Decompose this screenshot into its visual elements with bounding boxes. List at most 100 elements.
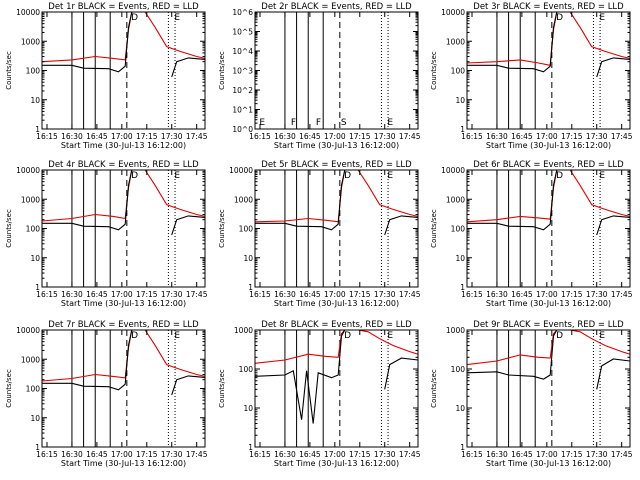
lld-series-1 [467, 330, 630, 366]
x-tick-label: 16:30 [61, 450, 83, 459]
detector-panel-3: Det 3r BLACK = Events, RED = LLD Counts/s… [430, 2, 633, 150]
x-tick-label: 16:45 [86, 132, 108, 141]
x-tick-label: 17:00 [111, 132, 133, 141]
x-tick-label: 16:15 [249, 450, 271, 459]
x-tick-label: 17:15 [349, 450, 371, 459]
y-tick-label: 10 [455, 404, 465, 413]
event-marker-label: E [174, 331, 180, 341]
x-tick-label: 16:15 [249, 290, 271, 299]
x-tick-label: 16:45 [299, 290, 321, 299]
events-series-3 [171, 375, 205, 396]
x-tick-label: 16:45 [86, 450, 108, 459]
event-marker-label: D [344, 171, 351, 181]
y-tick-label: 100 [26, 67, 41, 76]
y-tick-label: 10000 [16, 166, 40, 175]
x-tick-label: 16:30 [486, 132, 508, 141]
x-tick-label: 16:15 [461, 290, 483, 299]
events-series-2 [467, 12, 569, 73]
y-tick-label: 10^1 [232, 106, 253, 115]
panel-title: Det 8r BLACK = Events, RED = LLD [261, 320, 412, 330]
y-axis-label: Counts/sec [430, 209, 438, 248]
x-tick-label: 17:15 [349, 132, 371, 141]
x-tick-label: 16:15 [461, 132, 483, 141]
x-axis-label: Start Time (30-Jul-13 16:12:00) [61, 459, 186, 468]
y-tick-label: 1 [460, 443, 465, 452]
event-marker-label: E [599, 13, 605, 23]
plot-frame [466, 329, 631, 448]
event-marker-label: E [387, 171, 393, 181]
y-tick-label: 1 [460, 125, 465, 134]
event-marker-label: D [131, 331, 138, 341]
x-tick-label: 16:15 [461, 450, 483, 459]
x-tick-label: 16:45 [511, 132, 533, 141]
x-tick-label: 17:15 [561, 290, 583, 299]
y-tick-label: 10^2 [232, 86, 253, 95]
x-tick-label: 17:15 [561, 132, 583, 141]
x-tick-label: 16:30 [274, 132, 296, 141]
detector-panel-5: Det 5r BLACK = Events, RED = LLD Counts/s… [218, 160, 421, 308]
x-tick-label: 17:15 [136, 290, 158, 299]
x-tick-label: 17:45 [611, 132, 633, 141]
plot-frame [254, 169, 419, 288]
panel-title: Det 1r BLACK = Events, RED = LLD [48, 2, 199, 12]
plot-frame [254, 329, 419, 448]
lld-series-1 [467, 12, 630, 66]
x-tick-label: 17:30 [374, 290, 396, 299]
y-tick-label: 10000 [441, 166, 465, 175]
x-tick-label: 17:00 [111, 450, 133, 459]
y-tick-label: 10 [30, 96, 40, 105]
x-axis-label: Start Time (30-Jul-13 16:12:00) [61, 141, 186, 150]
event-marker-label: D [556, 331, 563, 341]
event-marker-label: D [131, 13, 138, 23]
detector-panel-4: Det 4r BLACK = Events, RED = LLD Counts/s… [5, 160, 208, 308]
x-tick-label: 17:30 [161, 132, 183, 141]
y-tick-label: 10^5 [232, 28, 253, 37]
x-tick-label: 17:45 [399, 290, 421, 299]
x-tick-label: 16:30 [61, 132, 83, 141]
x-tick-label: 16:45 [511, 450, 533, 459]
x-tick-label: 17:45 [611, 450, 633, 459]
y-tick-label: 1 [35, 283, 40, 292]
y-tick-label: 100 [451, 225, 466, 234]
events-series-2 [42, 12, 144, 73]
events-series-2 [467, 170, 569, 231]
y-tick-label: 1000 [21, 37, 40, 46]
x-tick-label: 17:45 [399, 450, 421, 459]
x-tick-label: 16:45 [299, 132, 321, 141]
y-tick-label: 100 [451, 67, 466, 76]
event-marker-label: E [599, 171, 605, 181]
plot-frame [41, 329, 206, 448]
y-tick-label: 1000 [21, 355, 40, 364]
x-tick-label: 17:30 [586, 290, 608, 299]
y-tick-label: 10^0 [232, 125, 253, 134]
events-series-3 [384, 357, 418, 390]
x-tick-label: 17:45 [186, 450, 208, 459]
x-tick-label: 17:00 [324, 450, 346, 459]
x-axis-label: Start Time (30-Jul-13 16:12:00) [486, 141, 611, 150]
y-tick-label: 1000 [446, 326, 465, 335]
x-tick-label: 17:00 [324, 290, 346, 299]
detector-panel-1: Det 1r BLACK = Events, RED = LLD Counts/s… [5, 2, 208, 150]
x-tick-label: 17:00 [536, 290, 558, 299]
x-tick-label: 17:00 [536, 132, 558, 141]
detector-panel-6: Det 6r BLACK = Events, RED = LLD Counts/s… [430, 160, 633, 308]
y-axis-label: Counts/sec [5, 51, 13, 90]
y-tick-label: 10^4 [232, 47, 253, 56]
events-series-3 [596, 358, 630, 390]
events-series-2 [467, 330, 569, 380]
plot-frame [254, 11, 419, 130]
x-tick-label: 16:45 [511, 290, 533, 299]
y-tick-label: 100 [451, 365, 466, 374]
x-tick-label: 16:45 [299, 450, 321, 459]
y-axis-label: Counts/sec [430, 51, 438, 90]
y-tick-label: 1000 [446, 195, 465, 204]
y-axis-label: Counts/sec [5, 369, 13, 408]
events-series-2 [42, 330, 144, 391]
